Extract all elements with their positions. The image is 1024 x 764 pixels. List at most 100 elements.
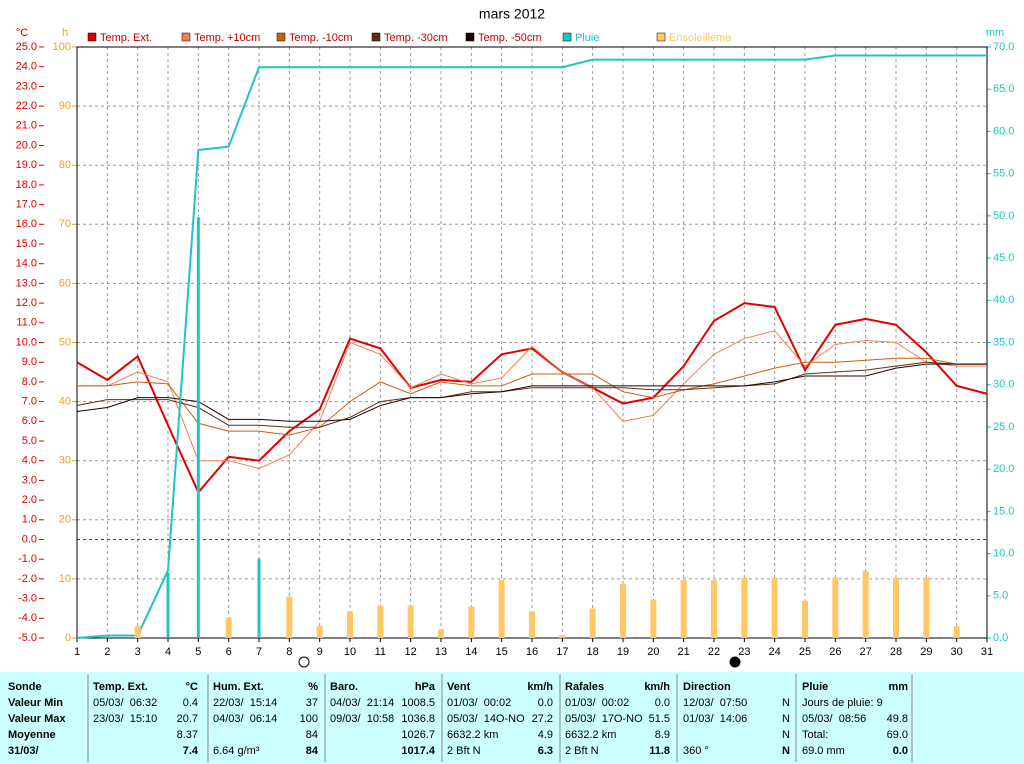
- y-tick-label: 7.0: [22, 396, 37, 408]
- cell-value: N: [782, 697, 790, 709]
- x-tick-label: 9: [317, 646, 323, 658]
- y3-tick-label: 10: [59, 573, 71, 585]
- x-tick-label: 30: [951, 646, 963, 658]
- y2-tick-label: 25.0: [993, 421, 1014, 433]
- y-tick-label: 6.0: [22, 415, 37, 427]
- sunshine-bar: [589, 608, 596, 638]
- sunshine-bar: [529, 611, 535, 638]
- y-tick-label: 14.0: [16, 258, 37, 270]
- column-title: Vent: [447, 681, 471, 693]
- cell-text: 05/03/ 17O-NO: [565, 713, 643, 725]
- rain-bar: [257, 558, 261, 638]
- cell-value: 0.0: [893, 745, 908, 757]
- y-tick-label: 3.0: [22, 474, 37, 486]
- column-unit: km/h: [527, 681, 553, 693]
- cell-text: 01/03/ 14:06: [683, 713, 747, 725]
- series-line: [76, 302, 988, 495]
- y3-tick-label: 90: [59, 100, 71, 112]
- y3-axis-unit: h: [62, 27, 68, 39]
- x-tick-label: 11: [375, 646, 386, 658]
- column-title: Pluie: [802, 681, 828, 693]
- cell-value: 1017.4: [401, 745, 436, 757]
- sunshine-bar: [650, 599, 657, 638]
- y-tick-label: -2.0: [18, 573, 37, 585]
- y2-tick-label: 60.0: [993, 125, 1014, 137]
- column-unit: km/h: [644, 681, 670, 693]
- y2-tick-label: 15.0: [993, 505, 1014, 517]
- legend-label: Pluie: [575, 32, 599, 44]
- x-tick-label: 13: [435, 646, 447, 658]
- cell-text: 05/03/ 14O-NO: [447, 713, 525, 725]
- x-tick-label: 24: [769, 646, 781, 658]
- row-label: Sonde: [8, 681, 42, 693]
- series-line: [76, 363, 987, 422]
- row-label: Valeur Min: [8, 697, 63, 709]
- sunshine-bar: [802, 600, 808, 638]
- y-tick-label: 18.0: [16, 179, 37, 191]
- y-tick-label: 13.0: [16, 277, 37, 289]
- x-tick-label: 15: [496, 646, 508, 658]
- summary-panel: [0, 672, 1024, 764]
- cell-text: 2 Bft N: [447, 745, 481, 757]
- cell-text: 04/03/ 21:14: [330, 697, 394, 709]
- y-tick-label: -3.0: [18, 593, 37, 605]
- cell-text: 360 °: [683, 745, 709, 757]
- cell-value: 51.5: [649, 713, 670, 725]
- rain-bar: [196, 217, 200, 638]
- row-label: 31/03/: [8, 745, 39, 757]
- x-tick-label: 29: [920, 646, 932, 658]
- sunshine-bar: [286, 596, 293, 638]
- sunshine-bar: [953, 626, 960, 638]
- cell-value: 11.8: [649, 745, 670, 757]
- legend-label: Temp. Ext.: [100, 32, 152, 44]
- y-tick-label: 2.0: [22, 494, 37, 506]
- cell-text: 6.64 g/m³: [213, 745, 260, 757]
- y3-tick-label: 100: [53, 41, 71, 53]
- sunshine-bar: [741, 577, 748, 638]
- cell-value: 84: [306, 745, 319, 757]
- sunshine-bar: [134, 626, 141, 638]
- y3-tick-label: 70: [59, 218, 71, 230]
- y3-tick-label: 80: [59, 159, 71, 171]
- y-tick-label: 21.0: [16, 120, 37, 132]
- rain-bar: [105, 635, 109, 638]
- y2-tick-label: 30.0: [993, 379, 1014, 391]
- y2-tick-label: 40.0: [993, 294, 1014, 306]
- cell-value: 84: [306, 729, 318, 741]
- y-tick-label: 1.0: [22, 514, 37, 526]
- moon-phase: [298, 656, 310, 668]
- legend-swatch: [562, 32, 572, 42]
- series-line: [77, 330, 987, 470]
- y3-tick-label: 0: [65, 632, 71, 644]
- sunshine-bar: [711, 580, 717, 638]
- cell-value: 0.0: [538, 697, 553, 709]
- x-tick-label: 1: [74, 646, 80, 658]
- y-tick-label: 10.0: [16, 336, 37, 348]
- sunshine-bar: [771, 577, 778, 638]
- x-tick-label: 14: [465, 646, 477, 658]
- y-tick-label: 25.0: [16, 41, 37, 53]
- x-tick-label: 22: [708, 646, 720, 658]
- legend-label: Temp. -50cm: [478, 32, 542, 44]
- y-tick-label: 23.0: [16, 80, 37, 92]
- column-title: Hum. Ext.: [213, 681, 264, 693]
- legend-swatch: [87, 32, 97, 42]
- cell-text: 05/03/ 06:32: [93, 697, 157, 709]
- column-title: Temp. Ext.: [93, 681, 148, 693]
- sunshine-bar: [468, 606, 475, 638]
- y-tick-label: 12.0: [16, 297, 37, 309]
- cell-text: Jours de pluie: 9: [802, 697, 883, 709]
- column-unit: mm: [888, 681, 908, 693]
- column-title: Baro.: [330, 681, 358, 693]
- cell-value: 1026.7: [401, 729, 435, 741]
- y-tick-label: -4.0: [18, 612, 37, 624]
- y-tick-label: 0.0: [22, 533, 37, 545]
- x-tick-label: 12: [405, 646, 417, 658]
- cell-text: 69.0 mm: [802, 745, 845, 757]
- cell-value: 69.0: [887, 729, 908, 741]
- cell-value: 4.9: [538, 729, 553, 741]
- x-tick-label: 2: [104, 646, 110, 658]
- y2-tick-label: 55.0: [993, 168, 1014, 180]
- sunshine-bar: [347, 611, 353, 638]
